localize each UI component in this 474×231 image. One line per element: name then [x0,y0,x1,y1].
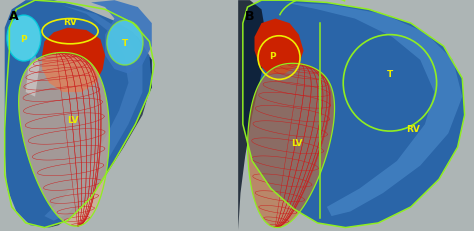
Polygon shape [42,29,105,93]
Polygon shape [18,53,109,226]
Ellipse shape [107,21,143,66]
Polygon shape [26,52,40,97]
Text: T: T [387,70,393,79]
Polygon shape [49,22,152,228]
Polygon shape [91,1,152,74]
Text: A: A [9,10,19,23]
Polygon shape [238,1,266,230]
Polygon shape [5,1,152,228]
Text: LV: LV [291,138,302,147]
Polygon shape [285,3,462,216]
Polygon shape [247,64,335,228]
Text: B: B [245,10,255,23]
Polygon shape [45,6,143,221]
Text: RV: RV [406,125,420,134]
Text: T: T [122,39,128,48]
Text: P: P [20,34,27,43]
Text: RV: RV [63,18,77,27]
Polygon shape [243,1,465,228]
Ellipse shape [7,16,41,62]
Text: LV: LV [67,116,78,125]
Polygon shape [255,19,303,74]
Text: P: P [269,52,275,61]
